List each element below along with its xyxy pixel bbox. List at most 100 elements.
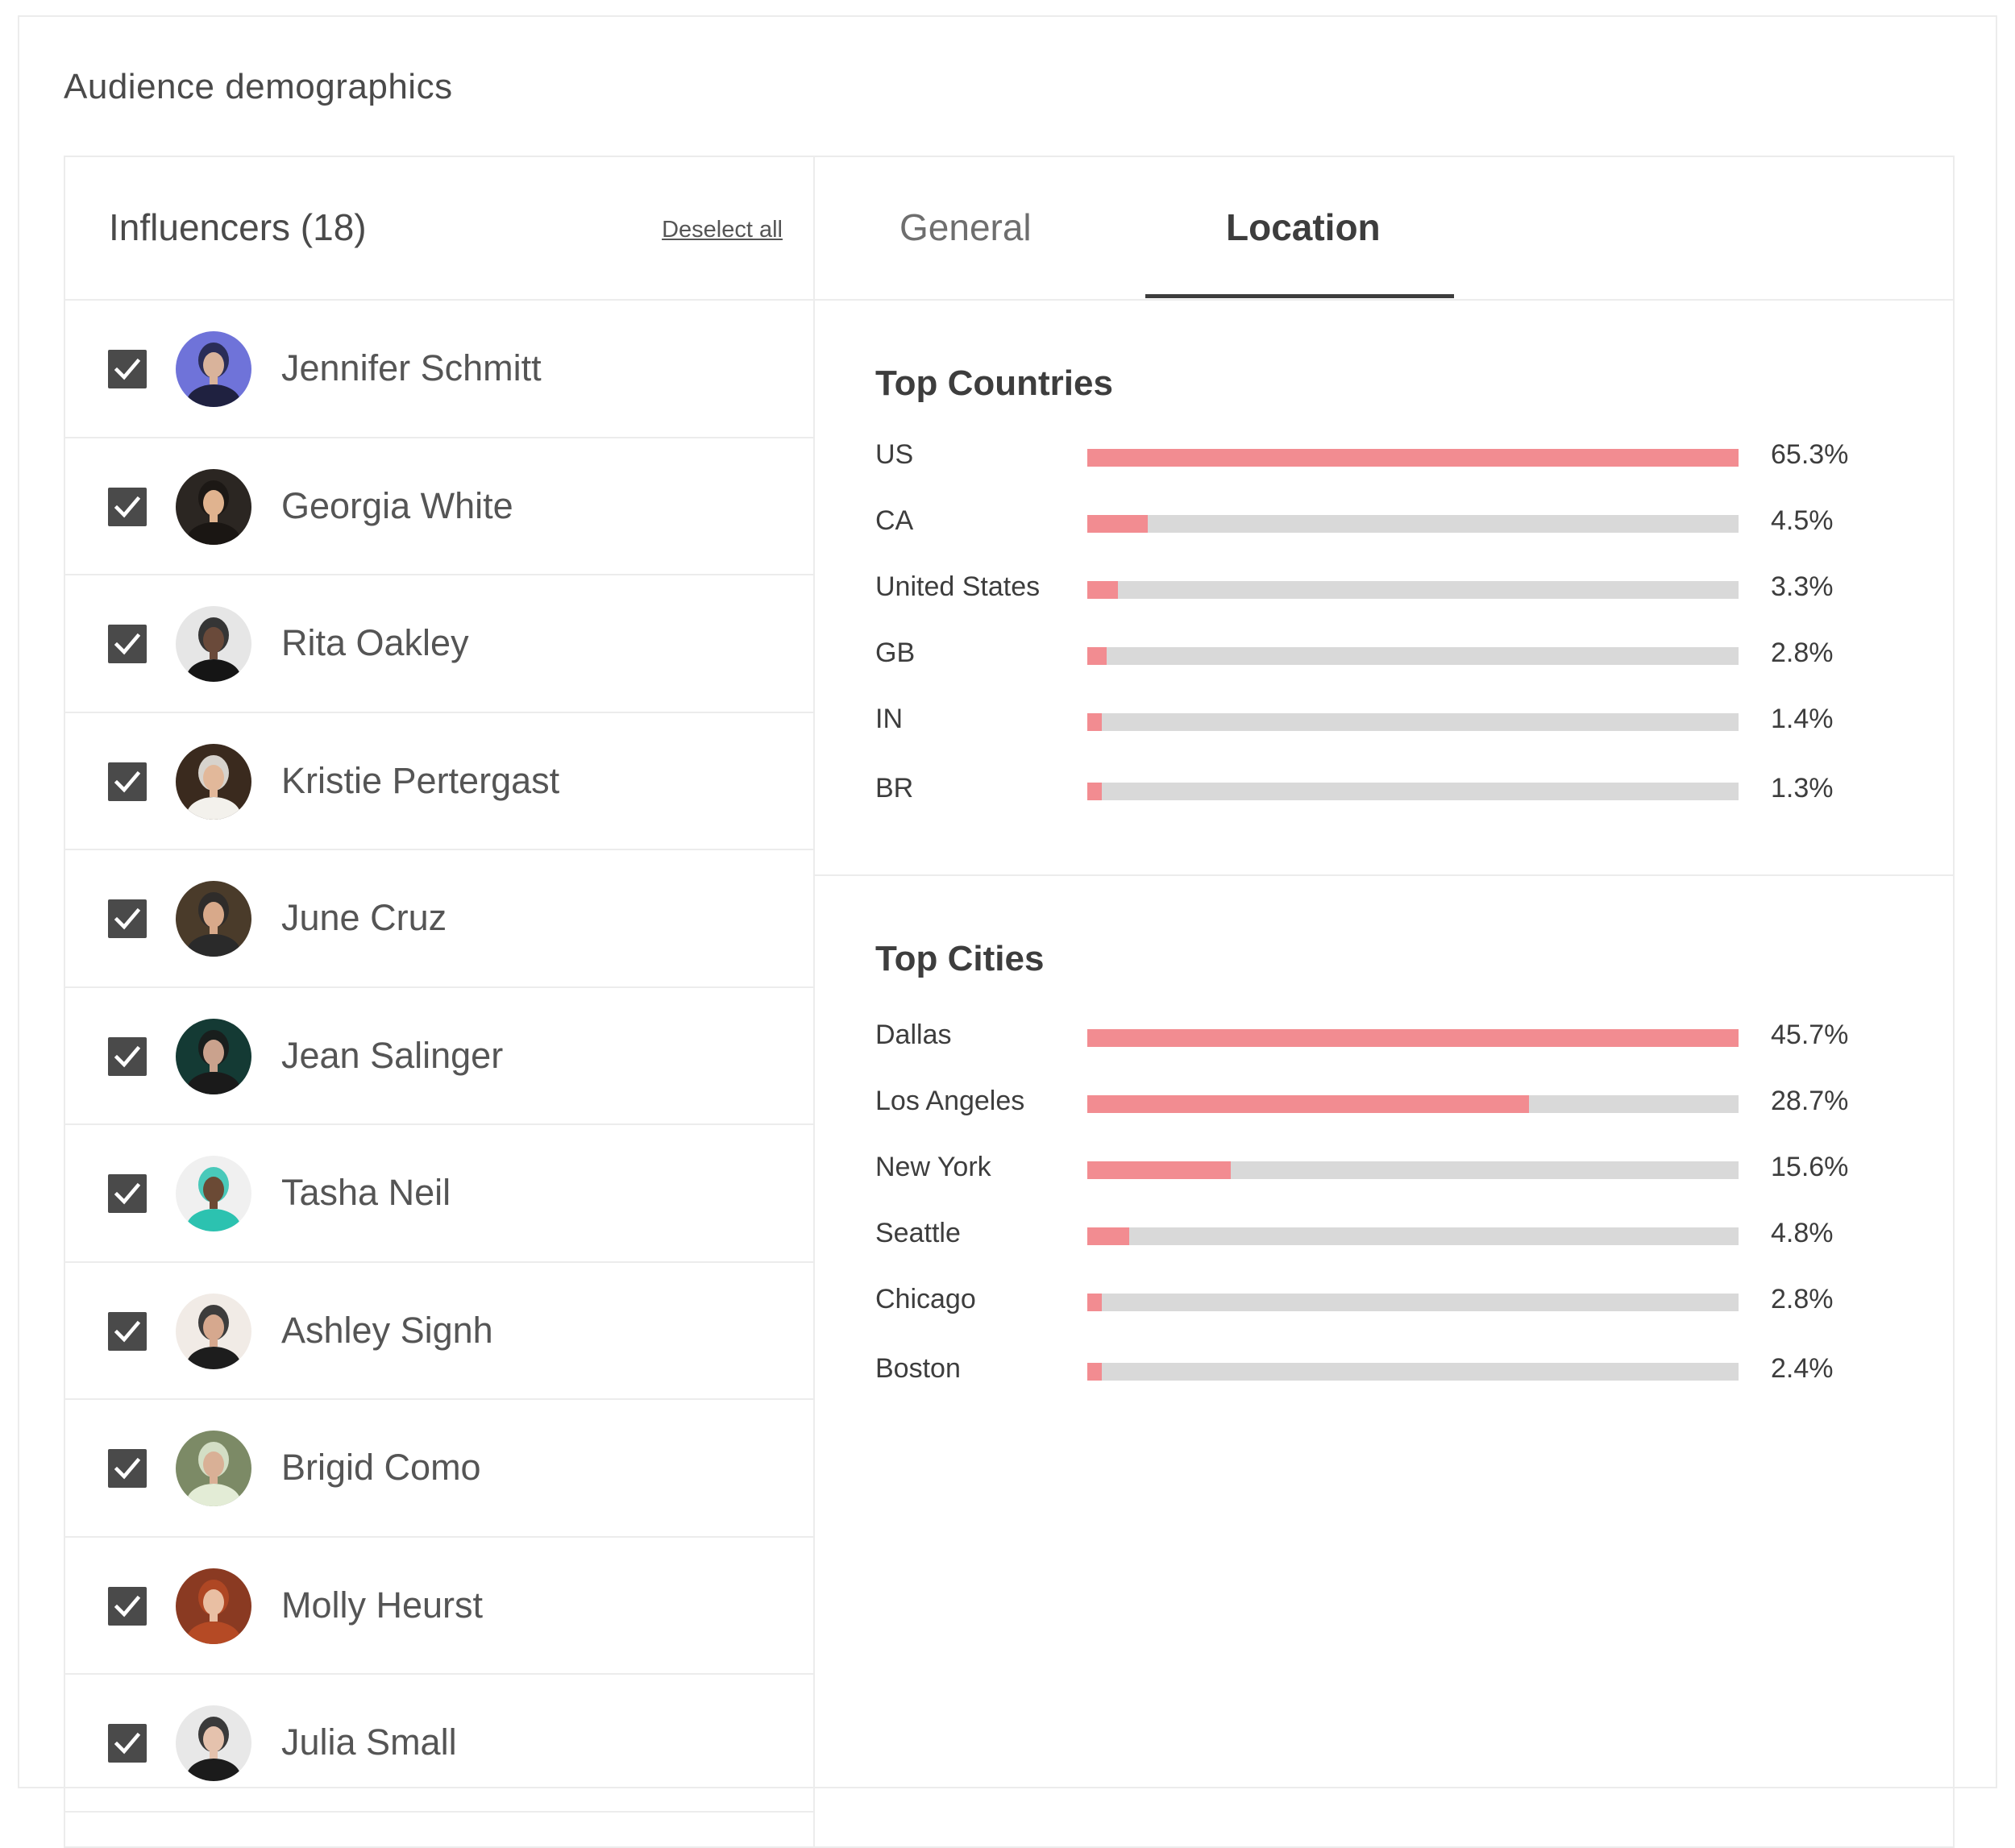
stat-label: Chicago — [875, 1284, 976, 1314]
influencer-name: Jennifer Schmitt — [281, 347, 542, 388]
avatar — [176, 468, 251, 545]
influencer-checkbox[interactable] — [108, 487, 147, 526]
bar-track — [1087, 713, 1739, 731]
stat-row: Los Angeles 28.7% — [815, 1086, 1953, 1126]
influencer-row[interactable]: Jean Salinger — [65, 988, 813, 1125]
stat-label: IN — [875, 704, 903, 734]
influencer-checkbox[interactable] — [108, 762, 147, 801]
avatar — [176, 1568, 251, 1644]
influencer-list: Jennifer Schmitt Georgia White Rita Oakley… — [65, 301, 813, 1813]
bar-fill — [1087, 581, 1118, 599]
bar-fill — [1087, 515, 1149, 533]
influencer-checkbox[interactable] — [108, 1724, 147, 1763]
influencer-row[interactable]: Rita Oakley — [65, 575, 813, 713]
influencer-checkbox[interactable] — [108, 899, 147, 938]
bar-track — [1087, 1363, 1739, 1381]
influencer-checkbox[interactable] — [108, 1174, 147, 1213]
influencer-name: Brigid Como — [281, 1447, 481, 1488]
bar-track — [1087, 581, 1739, 599]
stat-label: BR — [875, 773, 914, 804]
stat-row: Chicago 2.8% — [815, 1284, 1953, 1324]
stat-label: New York — [875, 1152, 991, 1182]
stat-value: 28.7% — [1771, 1086, 1849, 1116]
stat-label: Seattle — [875, 1218, 961, 1248]
stat-value: 15.6% — [1771, 1152, 1849, 1182]
stat-value: 3.3% — [1771, 571, 1834, 602]
stat-label: United States — [875, 571, 1041, 602]
stat-label: US — [875, 439, 914, 470]
influencer-row[interactable]: June Cruz — [65, 850, 813, 988]
stat-row: CA 4.5% — [815, 505, 1953, 546]
bar-track — [1087, 1161, 1739, 1179]
influencer-row[interactable]: Tasha Neil — [65, 1125, 813, 1263]
avatar — [176, 606, 251, 682]
top-countries-title: Top Countries — [875, 363, 1113, 403]
checkmark-icon — [114, 1457, 141, 1480]
bar-track — [1087, 1095, 1739, 1113]
bar-track — [1087, 449, 1739, 467]
bar-fill — [1087, 1029, 1739, 1047]
stat-row: United States 3.3% — [815, 571, 1953, 612]
stat-label: CA — [875, 505, 914, 536]
stat-label: GB — [875, 637, 916, 668]
bar-track — [1087, 783, 1739, 800]
checkmark-icon — [114, 1595, 141, 1617]
checkmark-icon — [114, 907, 141, 930]
influencer-checkbox[interactable] — [108, 625, 147, 663]
bar-track — [1087, 1029, 1739, 1047]
stats-panel: General Location Top Countries US 65.3% CA… — [815, 157, 1953, 1846]
checkmark-icon — [114, 496, 141, 517]
bar-fill — [1087, 1095, 1529, 1113]
stat-label: Dallas — [875, 1020, 952, 1050]
stat-row: BR 1.3% — [815, 773, 1953, 813]
influencer-list-panel: Influencers (18) Deselect all Jennifer S… — [65, 157, 815, 1846]
stat-value: 65.3% — [1771, 439, 1849, 470]
influencer-row[interactable]: Julia Small — [65, 1675, 813, 1813]
stat-row: Seattle 4.8% — [815, 1218, 1953, 1258]
checkmark-icon — [114, 770, 141, 792]
avatar — [176, 881, 251, 957]
stat-value: 1.4% — [1771, 704, 1834, 734]
checkmark-icon — [114, 1320, 141, 1342]
top-cities-section: Top Cities Dallas 45.7% Los Angeles 28.7% Ne… — [815, 876, 1953, 1521]
avatar — [176, 1293, 251, 1369]
avatar — [176, 1705, 251, 1781]
page-title: Audience demographics — [64, 67, 453, 106]
stat-row: Dallas 45.7% — [815, 1020, 1953, 1060]
influencer-row[interactable]: Molly Heurst — [65, 1538, 813, 1675]
bar-track — [1087, 1294, 1739, 1311]
influencer-checkbox[interactable] — [108, 1449, 147, 1488]
bar-fill — [1087, 1294, 1102, 1311]
influencer-row[interactable]: Brigid Como — [65, 1400, 813, 1538]
checkmark-icon — [114, 1732, 141, 1755]
audience-demographics-card: Audience demographics Influencers (18) D… — [18, 15, 1997, 1848]
bar-track — [1087, 515, 1739, 533]
stat-value: 1.3% — [1771, 773, 1834, 804]
influencer-name: Kristie Pertergast — [281, 759, 560, 801]
top-cities-title: Top Cities — [875, 939, 1045, 978]
bar-track — [1087, 1227, 1739, 1245]
influencer-checkbox[interactable] — [108, 1311, 147, 1351]
bar-fill — [1087, 647, 1107, 665]
influencer-checkbox[interactable] — [108, 1036, 147, 1076]
influencer-row[interactable]: Kristie Pertergast — [65, 713, 813, 850]
influencer-name: Rita Oakley — [281, 622, 469, 663]
tab-location[interactable]: Location — [1226, 206, 1381, 248]
influencer-checkbox[interactable] — [108, 350, 147, 388]
tab-general[interactable]: General — [899, 206, 1032, 248]
stat-row: US 65.3% — [815, 439, 1953, 480]
checkmark-icon — [114, 1045, 141, 1067]
active-tab-indicator — [1145, 294, 1454, 298]
influencer-row[interactable]: Jennifer Schmitt — [65, 301, 813, 438]
stat-row: GB 2.8% — [815, 637, 1953, 678]
stat-value: 45.7% — [1771, 1020, 1849, 1050]
checkmark-icon — [114, 1182, 141, 1205]
influencer-row[interactable]: Georgia White — [65, 438, 813, 575]
deselect-all-link[interactable]: Deselect all — [662, 217, 783, 243]
influencer-checkbox[interactable] — [108, 1586, 147, 1626]
avatar — [176, 1018, 251, 1094]
avatar — [176, 1156, 251, 1231]
stat-value: 4.5% — [1771, 505, 1834, 536]
influencer-name: Jean Salinger — [281, 1034, 504, 1076]
influencer-row[interactable]: Ashley Signh — [65, 1263, 813, 1400]
